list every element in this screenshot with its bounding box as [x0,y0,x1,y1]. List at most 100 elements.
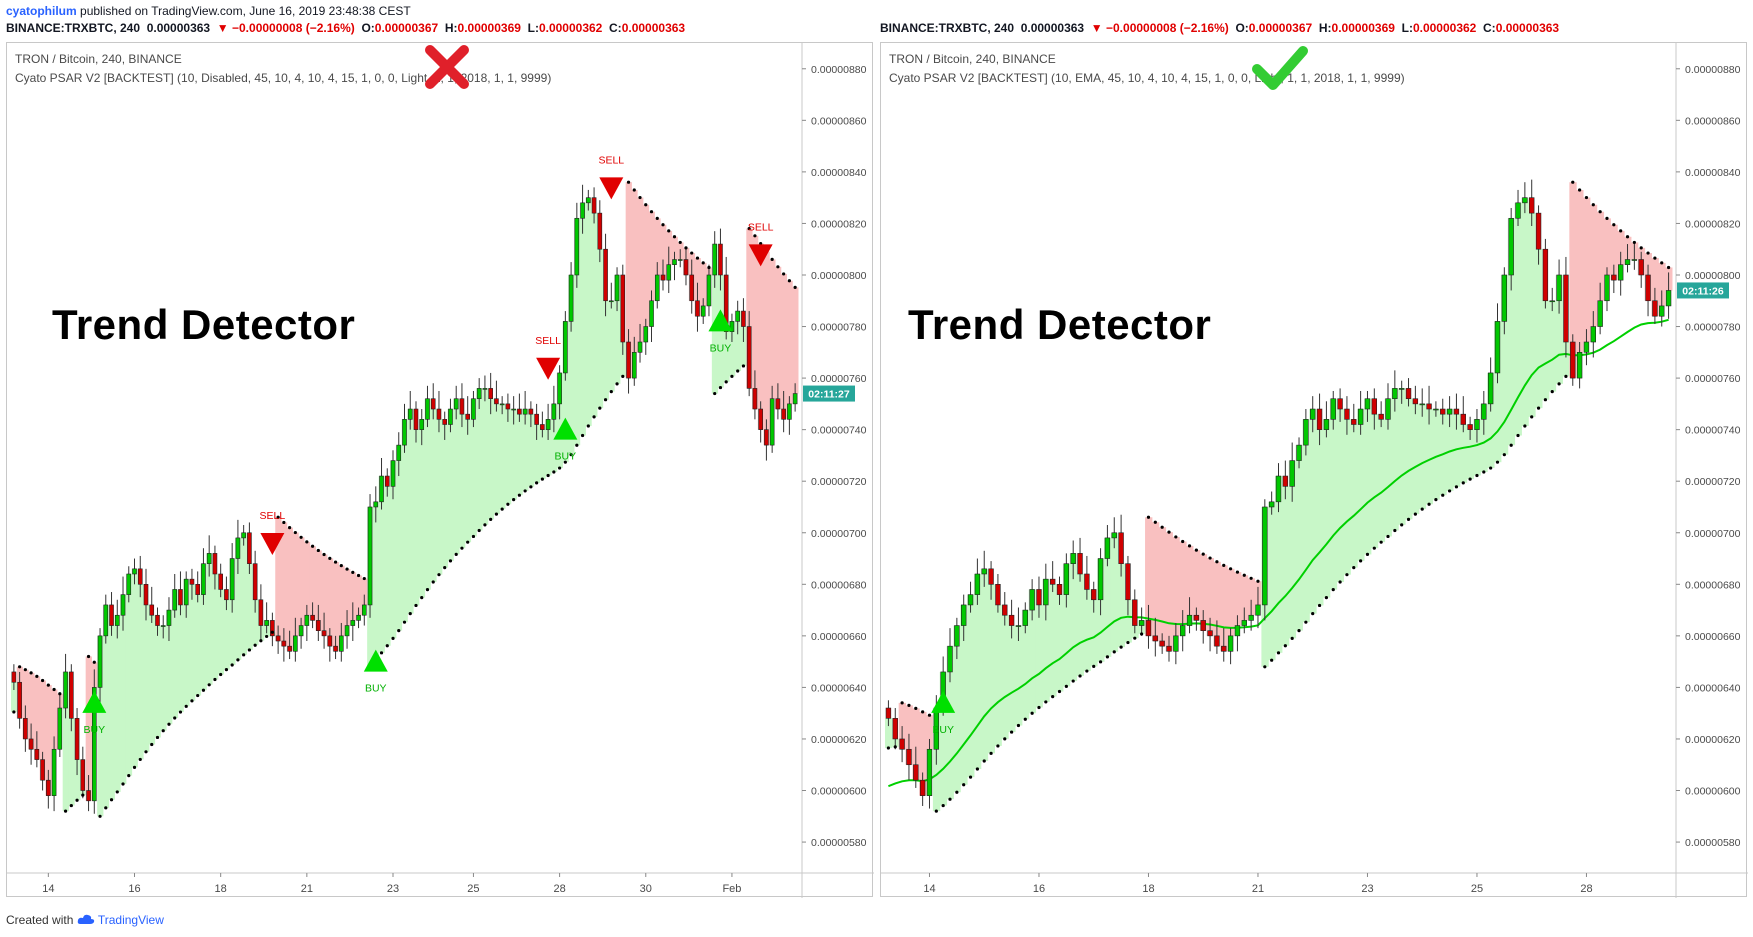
candle-down [1460,413,1466,425]
trend-fill [1562,342,1570,377]
psar-dot [690,251,694,255]
candle-down [764,429,769,446]
publisher-line: cyatophilum published on TradingView.com… [6,4,411,18]
chart-panel-right[interactable]: 0.00000880 0.00000860 0.00000840 0.00000820… [880,42,1748,898]
candle-down [689,274,695,302]
candle-down [781,408,786,420]
candle-down [741,310,746,327]
psar-dot [1379,540,1383,544]
y-tick-label: 0.00000840 [1685,167,1741,179]
trend-fill [1514,202,1522,436]
psar-dot [1413,512,1417,516]
candle-down [1091,589,1097,601]
candle-down [752,388,758,410]
candle-down [195,584,201,595]
psar-dot [86,654,91,659]
trend-fill [505,409,512,505]
candle-up [419,419,425,430]
trend-fill [1384,398,1392,537]
candle-up [551,403,557,420]
psar-dot [1352,566,1356,570]
trend-fill [482,388,489,525]
trend-fill [1192,550,1201,621]
candle-down [212,553,218,575]
x-tick-label: 18 [1142,883,1154,895]
psar-dot [270,630,274,634]
candle-down [1570,341,1576,379]
candle-up [511,408,516,411]
candle-down [591,197,597,214]
psar-dot [1270,658,1274,662]
candle-up [574,217,580,276]
psar-dot [1057,689,1062,694]
trend-fill [994,604,1002,746]
trend-fill [746,228,753,389]
psar-dot [443,566,447,570]
trend-fill [62,671,69,812]
psar-dot [1228,567,1233,571]
candle-up [1474,419,1480,430]
indicator-label[interactable]: Cyato PSAR V2 [BACKTEST] (10, EMA, 45, 1… [889,71,1405,85]
candle-down [660,274,666,281]
psar-dot [1023,717,1027,721]
candle-down [1535,212,1542,250]
trend-fill [1090,599,1098,667]
chart-canvas-left[interactable]: 0.00000880 0.00000860 0.00000840 0.00000820… [7,43,874,898]
psar-dot [1256,579,1260,583]
trend-fill [1555,274,1564,384]
psar-dot [1146,515,1151,519]
psar-dot [391,636,395,640]
trend-fill [967,594,975,778]
x-tick-label: 23 [387,883,399,895]
trend-fill [1062,563,1071,687]
candle-up [120,594,126,616]
candle-down [1056,584,1063,595]
psar-dot [1509,443,1513,447]
indicator-label[interactable]: Cyato PSAR V2 [BACKTEST] (10, Disabled, … [15,71,552,85]
candle-up [235,537,241,559]
trend-fill [1398,388,1406,525]
y-tick-label: 0.00000600 [811,786,867,798]
candle-down [1152,635,1159,642]
psar-dot [293,530,297,535]
psar-dot [1263,665,1267,669]
x-tick-label: 18 [215,883,227,895]
candle-up [1296,444,1302,461]
chart-canvas-right[interactable]: 0.00000880 0.00000860 0.00000840 0.00000820… [881,43,1748,898]
trend-fill [1234,572,1242,626]
trend-fill [355,575,362,616]
price-tag-bg [1677,282,1729,299]
psar-dot [23,668,27,672]
trend-fill [1576,190,1584,353]
publisher-user-link[interactable]: cyatophilum [6,4,77,18]
psar-dot [379,651,384,655]
tradingview-link[interactable]: TradingView [97,913,164,927]
psar-dot [236,658,240,662]
psar-dot [1386,534,1390,539]
psar-dot [1571,180,1575,184]
psar-dot [242,653,246,657]
trend-fill [372,501,380,661]
chart-panel-left[interactable]: 0.00000880 0.00000860 0.00000840 0.00000820… [6,42,874,898]
trend-fill [579,202,586,436]
price-tag: 02:11:27 [808,389,850,401]
candle-up [97,635,103,688]
psar-dot [638,195,642,200]
buy-arrow-icon [931,690,956,713]
y-tick-label: 0.00000860 [811,115,867,127]
trend-fill [177,604,184,713]
candle-up [1323,419,1330,430]
trend-fill [1466,429,1475,480]
psar-dot [1311,612,1315,616]
y-tick-label: 0.00000820 [811,218,867,230]
psar-dot [1393,528,1397,533]
psar-dot [1468,477,1472,481]
psar-dot [276,515,280,519]
candle-up [649,300,654,327]
trend-fill [303,541,311,616]
candle-down [1467,424,1473,430]
trend-fill [939,671,948,806]
trend-fill [912,708,920,781]
psar-dot [1140,632,1144,636]
psar-dot [1222,563,1226,567]
